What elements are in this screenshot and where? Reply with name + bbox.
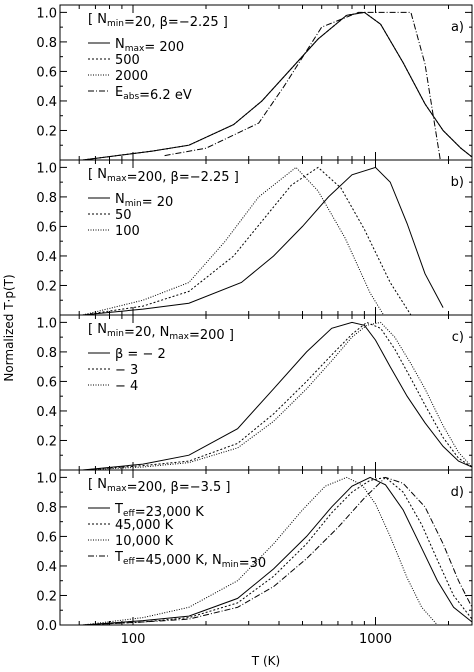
y-tick-label: 1.0: [36, 316, 57, 331]
panel-tag: c): [452, 330, 464, 345]
panel-c: 0.2 0.4 0.6 0.8 1.0 [ Nmin=20, Nmax=200 ] β = …: [36, 314, 473, 471]
x-tick-label: 1000: [359, 632, 392, 647]
y-tick-label: 1.0: [36, 471, 57, 486]
series-line: [82, 11, 472, 160]
y-tick-label: 1.0: [36, 161, 57, 176]
legend-title: [ Nmax=200, β=−2.25 ]: [88, 167, 239, 185]
y-tick-label: 0.2: [36, 279, 57, 294]
series-line: [82, 166, 444, 315]
legend-title: [ Nmax=200, β=−3.5 ]: [88, 477, 231, 495]
y-tick-label: 0.6: [36, 530, 57, 545]
y-tick-label: 0.2: [36, 124, 57, 139]
legend-entry: Teff=45,000 K, Nmin=30: [114, 550, 266, 571]
legend-title: [ Nmin=20, Nmax=200 ]: [88, 322, 234, 343]
y-tick-label: 0.0: [36, 619, 57, 634]
legend-entry: Eabs=6.2 eV: [115, 85, 192, 103]
y-tick-label: 0.4: [36, 95, 57, 110]
y-tick-label: 0.4: [36, 560, 57, 575]
series-line: [82, 166, 412, 315]
series-line: [82, 476, 472, 625]
x-tick-label: 100: [121, 632, 146, 647]
legend-entry: 10,000 K: [115, 534, 174, 549]
series-line: [82, 476, 438, 625]
legend-entry: Nmin= 20: [115, 192, 173, 210]
legend-entry: 100: [115, 224, 140, 239]
panel-a: 0.2 0.4 0.6 0.8 1.0 [ Nmin=20, β=−2.25 ] Nmax=…: [36, 4, 473, 161]
panel-tag: b): [451, 175, 464, 190]
y-tick-label: 0.8: [36, 501, 57, 516]
series-line: [82, 476, 472, 625]
legend-entry: 50: [115, 208, 132, 223]
y-tick-label: 0.6: [36, 65, 57, 80]
series-line: [82, 11, 472, 160]
y-tick-label: 0.2: [36, 434, 57, 449]
panel-b: 0.2 0.4 0.6 0.8 1.0 [ Nmax=200, β=−2.25 ] Nmin…: [36, 159, 473, 316]
legend-entry: 2000: [115, 69, 148, 84]
series-line: [164, 11, 441, 160]
y-tick-label: 0.8: [36, 36, 57, 51]
panel-tag: a): [451, 20, 464, 35]
panel-frame: [59, 469, 473, 626]
series-line: [82, 11, 472, 160]
legend-entry: 500: [115, 53, 140, 68]
y-tick-label: 0.8: [36, 346, 57, 361]
y-tick-label: 0.4: [36, 405, 57, 420]
panel-d: 0.0 0.2 0.4 0.6 0.8 1.0 [ Nmax=200, β=−3.5 ] Te…: [36, 469, 473, 647]
y-axis-label: Normalized T·p(T): [2, 274, 16, 381]
y-tick-label: 0.6: [36, 220, 57, 235]
y-tick-label: 0.6: [36, 375, 57, 390]
y-tick-label: 1.0: [36, 6, 57, 21]
y-tick-label: 0.4: [36, 250, 57, 265]
series-line: [82, 476, 472, 625]
legend-entry: Teff=23,000 K: [114, 502, 204, 520]
series-line: [82, 321, 472, 470]
series-line: [82, 321, 472, 470]
series-line: [82, 321, 472, 470]
panel-tag: d): [451, 485, 464, 500]
x-axis-label: T (K): [251, 654, 280, 668]
legend-entry: 45,000 K: [115, 518, 174, 533]
panels: 0.2 0.4 0.6 0.8 1.0 [ Nmin=20, β=−2.25 ] Nmax=…: [36, 4, 473, 647]
y-tick-label: 0.8: [36, 191, 57, 206]
series-line: [82, 166, 385, 315]
legend-entry: β = − 2: [115, 347, 166, 362]
legend-entry: − 3: [115, 363, 138, 378]
legend-entry: Nmax= 200: [115, 37, 184, 55]
y-tick-label: 0.2: [36, 589, 57, 604]
legend-entry: − 4: [115, 379, 138, 394]
legend-title: [ Nmin=20, β=−2.25 ]: [88, 12, 228, 30]
